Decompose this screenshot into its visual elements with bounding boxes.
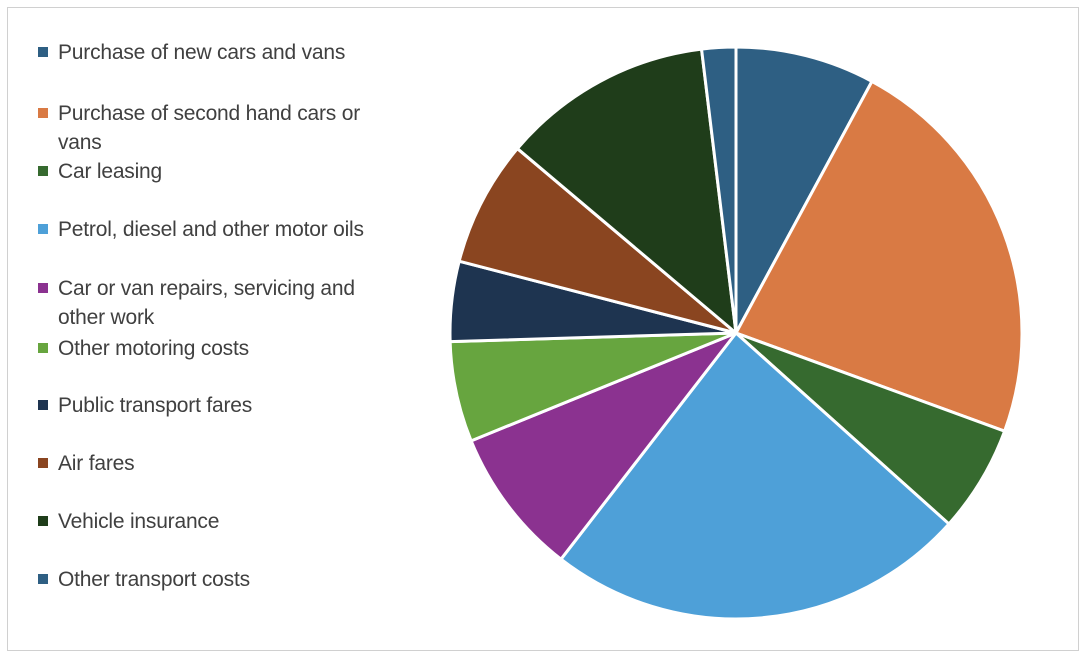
legend-swatch	[38, 47, 48, 57]
legend-label: Purchase of new cars and vans	[58, 41, 346, 64]
legend-item: Public transport fares	[38, 391, 398, 420]
legend-item: Other motoring costs	[38, 334, 398, 363]
legend-label: Car leasing	[58, 160, 163, 183]
legend-swatch	[38, 400, 48, 410]
legend-swatch	[38, 283, 48, 293]
legend-label: Vehicle insurance	[58, 510, 220, 533]
legend-item: Vehicle insurance	[38, 507, 398, 536]
pie-slice	[700, 45, 738, 335]
legend-swatch	[38, 224, 48, 234]
legend-label: Petrol, diesel and other motor oils	[58, 218, 364, 241]
pie-slice	[559, 331, 951, 621]
legend-item: Petrol, diesel and other motor oils	[38, 215, 398, 244]
legend-swatch	[38, 516, 48, 526]
legend-swatch	[38, 458, 48, 468]
legend-swatch	[38, 343, 48, 353]
legend-label: Air fares	[58, 452, 135, 475]
pie-slice	[515, 47, 738, 335]
legend-item: Other transport costs	[38, 565, 398, 594]
pie-slice	[734, 79, 1024, 433]
legend-swatch	[38, 574, 48, 584]
legend-label: Car or van repairs, servicing and other …	[58, 277, 355, 329]
pie-slice	[469, 331, 738, 561]
legend-item: Purchase of second hand cars or vans	[38, 99, 398, 157]
legend-item: Car or van repairs, servicing and other …	[38, 274, 398, 332]
chart-frame: Purchase of new cars and vans Purchase of…	[7, 7, 1079, 651]
pie-slice	[457, 147, 738, 335]
legend-label: Public transport fares	[58, 394, 253, 417]
legend-swatch	[38, 166, 48, 176]
legend-label: Other motoring costs	[58, 337, 249, 360]
pie-chart	[448, 45, 1024, 621]
legend-label: Other transport costs	[58, 568, 250, 591]
legend-label: Purchase of second hand cars or vans	[58, 102, 360, 154]
legend-item: Car leasing	[38, 157, 398, 186]
legend-item: Air fares	[38, 449, 398, 478]
legend: Purchase of new cars and vans Purchase of…	[38, 8, 408, 652]
legend-item: Purchase of new cars and vans	[38, 38, 398, 67]
pie-slice	[734, 45, 874, 335]
legend-swatch	[38, 108, 48, 118]
